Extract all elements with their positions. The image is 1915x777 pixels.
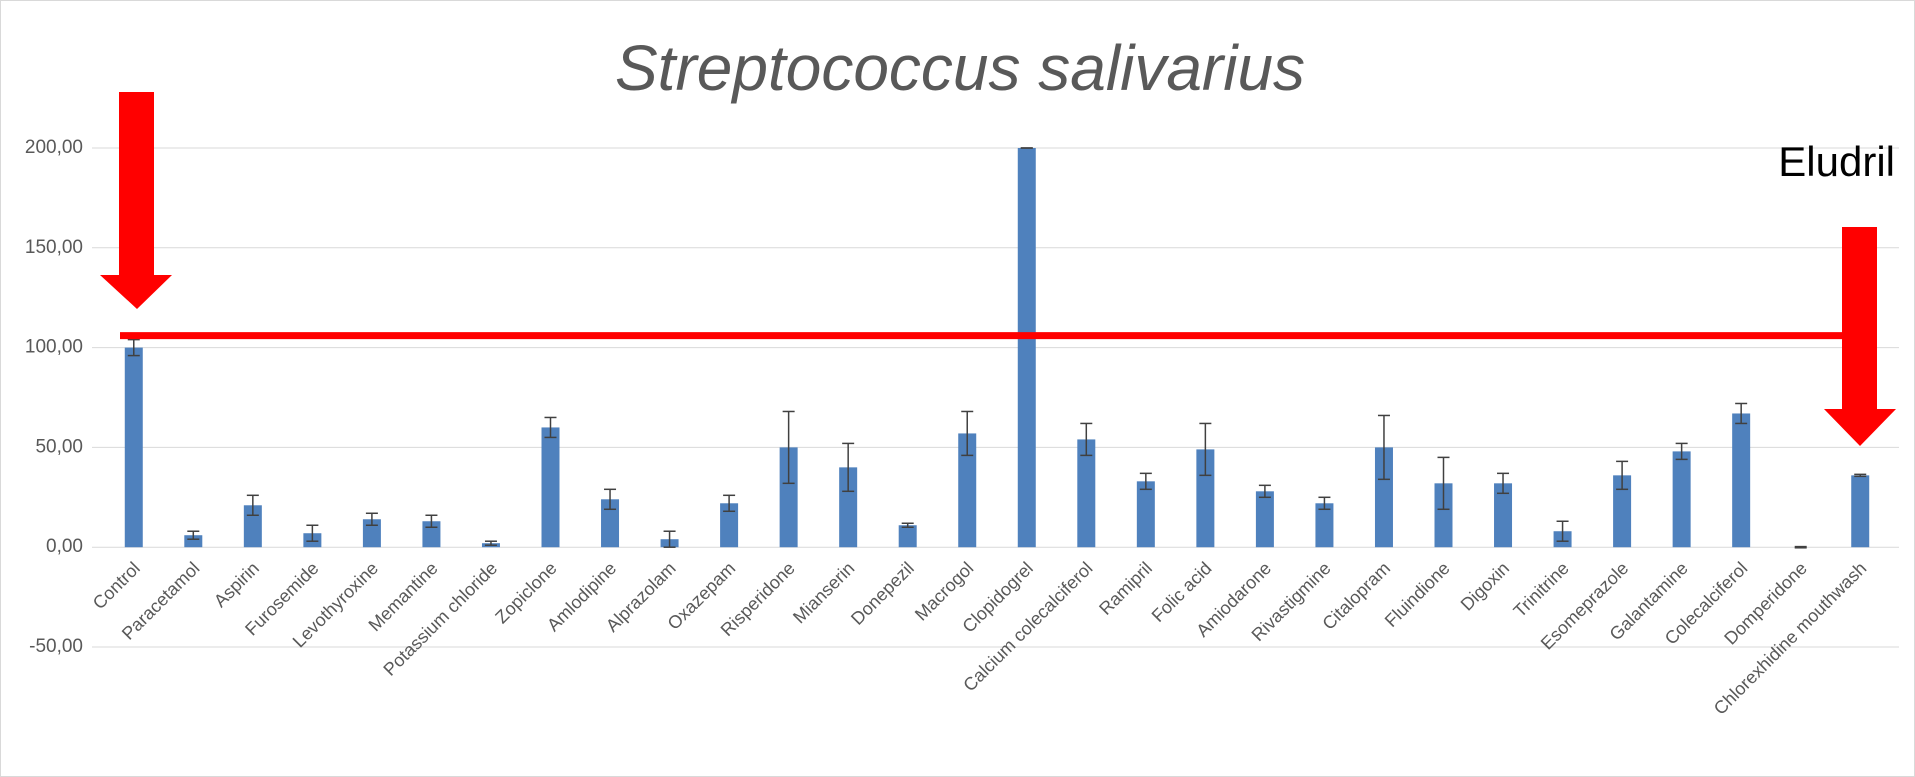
bar — [1017, 148, 1036, 548]
bar — [779, 447, 798, 548]
bar — [898, 525, 917, 548]
annotation: Eludril — [1778, 138, 1895, 185]
right-arrow — [1824, 227, 1896, 446]
bar — [1732, 413, 1751, 548]
y-tick-label: -50,00 — [29, 636, 83, 657]
bar — [1315, 503, 1334, 548]
y-tick-label: 0,00 — [46, 536, 83, 557]
y-tick-label: 200,00 — [25, 137, 83, 158]
bar — [1255, 491, 1274, 548]
bar — [362, 519, 381, 548]
bar — [1077, 439, 1096, 548]
bar — [958, 433, 977, 548]
bar — [839, 467, 858, 548]
chart-title: Streptococcus salivarius — [615, 32, 1305, 104]
bar — [1374, 447, 1393, 548]
bar — [1136, 481, 1155, 548]
y-tick-label: 50,00 — [35, 436, 83, 457]
y-tick-label: 100,00 — [25, 337, 83, 358]
bar — [1494, 483, 1513, 548]
bar — [184, 535, 203, 548]
bar — [1672, 451, 1691, 548]
bar — [1434, 483, 1453, 548]
bar — [124, 347, 143, 548]
bar — [1613, 475, 1632, 548]
left-arrow — [100, 92, 172, 309]
y-tick-label: 150,00 — [25, 237, 83, 258]
bar — [541, 427, 560, 548]
bar — [720, 503, 739, 548]
bar — [1196, 449, 1215, 548]
bar — [601, 499, 620, 548]
bar — [1851, 475, 1870, 548]
